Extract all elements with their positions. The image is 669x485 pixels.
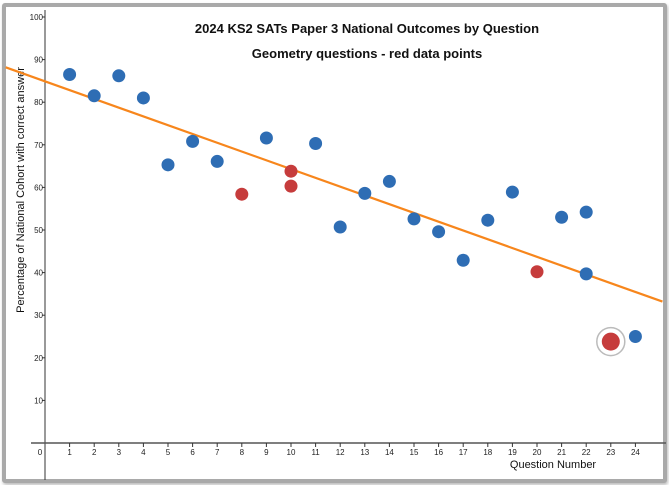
chart-frame: [2, 3, 667, 483]
data-point: [456, 253, 470, 267]
chart-subtitle: Geometry questions - red data points: [252, 46, 482, 61]
geometry-data-point: [284, 164, 298, 178]
y-tick-label: 40: [34, 269, 43, 278]
data-point: [210, 154, 224, 168]
x-tick-label: 19: [508, 448, 517, 457]
x-tick-label: 6: [190, 448, 195, 457]
data-point: [309, 137, 323, 151]
y-tick-label: 80: [34, 98, 43, 107]
data-point: [505, 185, 519, 199]
data-point: [382, 174, 396, 188]
data-point: [555, 210, 569, 224]
x-tick-label: 0: [38, 448, 43, 457]
y-tick-label: 60: [34, 183, 43, 192]
y-axis-label: Percentage of National Cohort with corre…: [15, 67, 27, 313]
x-tick-label: 4: [141, 448, 146, 457]
y-tick-label: 20: [34, 354, 43, 363]
x-tick-label: 10: [287, 448, 296, 457]
x-tick-label: 12: [336, 448, 345, 457]
x-tick-label: 18: [483, 448, 492, 457]
data-point: [186, 134, 200, 148]
x-axis-label: Question Number: [510, 459, 597, 471]
x-tick-label: 21: [557, 448, 566, 457]
data-point: [579, 205, 593, 219]
x-tick-label: 22: [582, 448, 591, 457]
x-tick-label: 13: [360, 448, 369, 457]
x-tick-label: 9: [264, 448, 269, 457]
geometry-data-point: [235, 187, 249, 201]
data-point: [407, 212, 421, 226]
x-tick-label: 17: [459, 448, 468, 457]
data-point: [481, 213, 495, 227]
geometry-data-point: [601, 332, 620, 351]
data-point: [136, 91, 150, 105]
data-point: [432, 225, 446, 239]
x-tick-label: 15: [410, 448, 419, 457]
y-tick-label: 90: [34, 56, 43, 65]
data-point: [259, 131, 273, 145]
x-tick-label: 20: [533, 448, 542, 457]
geometry-data-point: [284, 179, 298, 193]
y-tick-label: 50: [34, 226, 43, 235]
data-point: [579, 267, 593, 281]
data-point: [161, 158, 175, 172]
x-tick-label: 14: [385, 448, 394, 457]
y-tick-label: 10: [34, 396, 43, 405]
x-tick-label: 16: [434, 448, 443, 457]
data-point: [87, 89, 101, 103]
y-tick-label: 70: [34, 141, 43, 150]
x-tick-label: 3: [117, 448, 122, 457]
x-tick-label: 2: [92, 448, 97, 457]
x-tick-label: 24: [631, 448, 640, 457]
y-tick-label: 30: [34, 311, 43, 320]
x-tick-label: 5: [166, 448, 171, 457]
data-point: [358, 186, 372, 200]
x-tick-label: 23: [606, 448, 615, 457]
x-tick-label: 8: [240, 448, 245, 457]
x-tick-label: 11: [311, 448, 320, 457]
geometry-data-point: [530, 265, 544, 279]
trend-line: [5, 66, 663, 303]
data-point: [333, 220, 347, 234]
y-tick-label: 100: [30, 13, 44, 22]
data-point: [628, 330, 642, 343]
chart-title: 2024 KS2 SATs Paper 3 National Outcomes …: [195, 21, 539, 36]
data-point: [112, 69, 126, 83]
x-tick-label: 1: [67, 448, 72, 457]
x-tick-label: 7: [215, 448, 220, 457]
data-point: [63, 68, 77, 82]
